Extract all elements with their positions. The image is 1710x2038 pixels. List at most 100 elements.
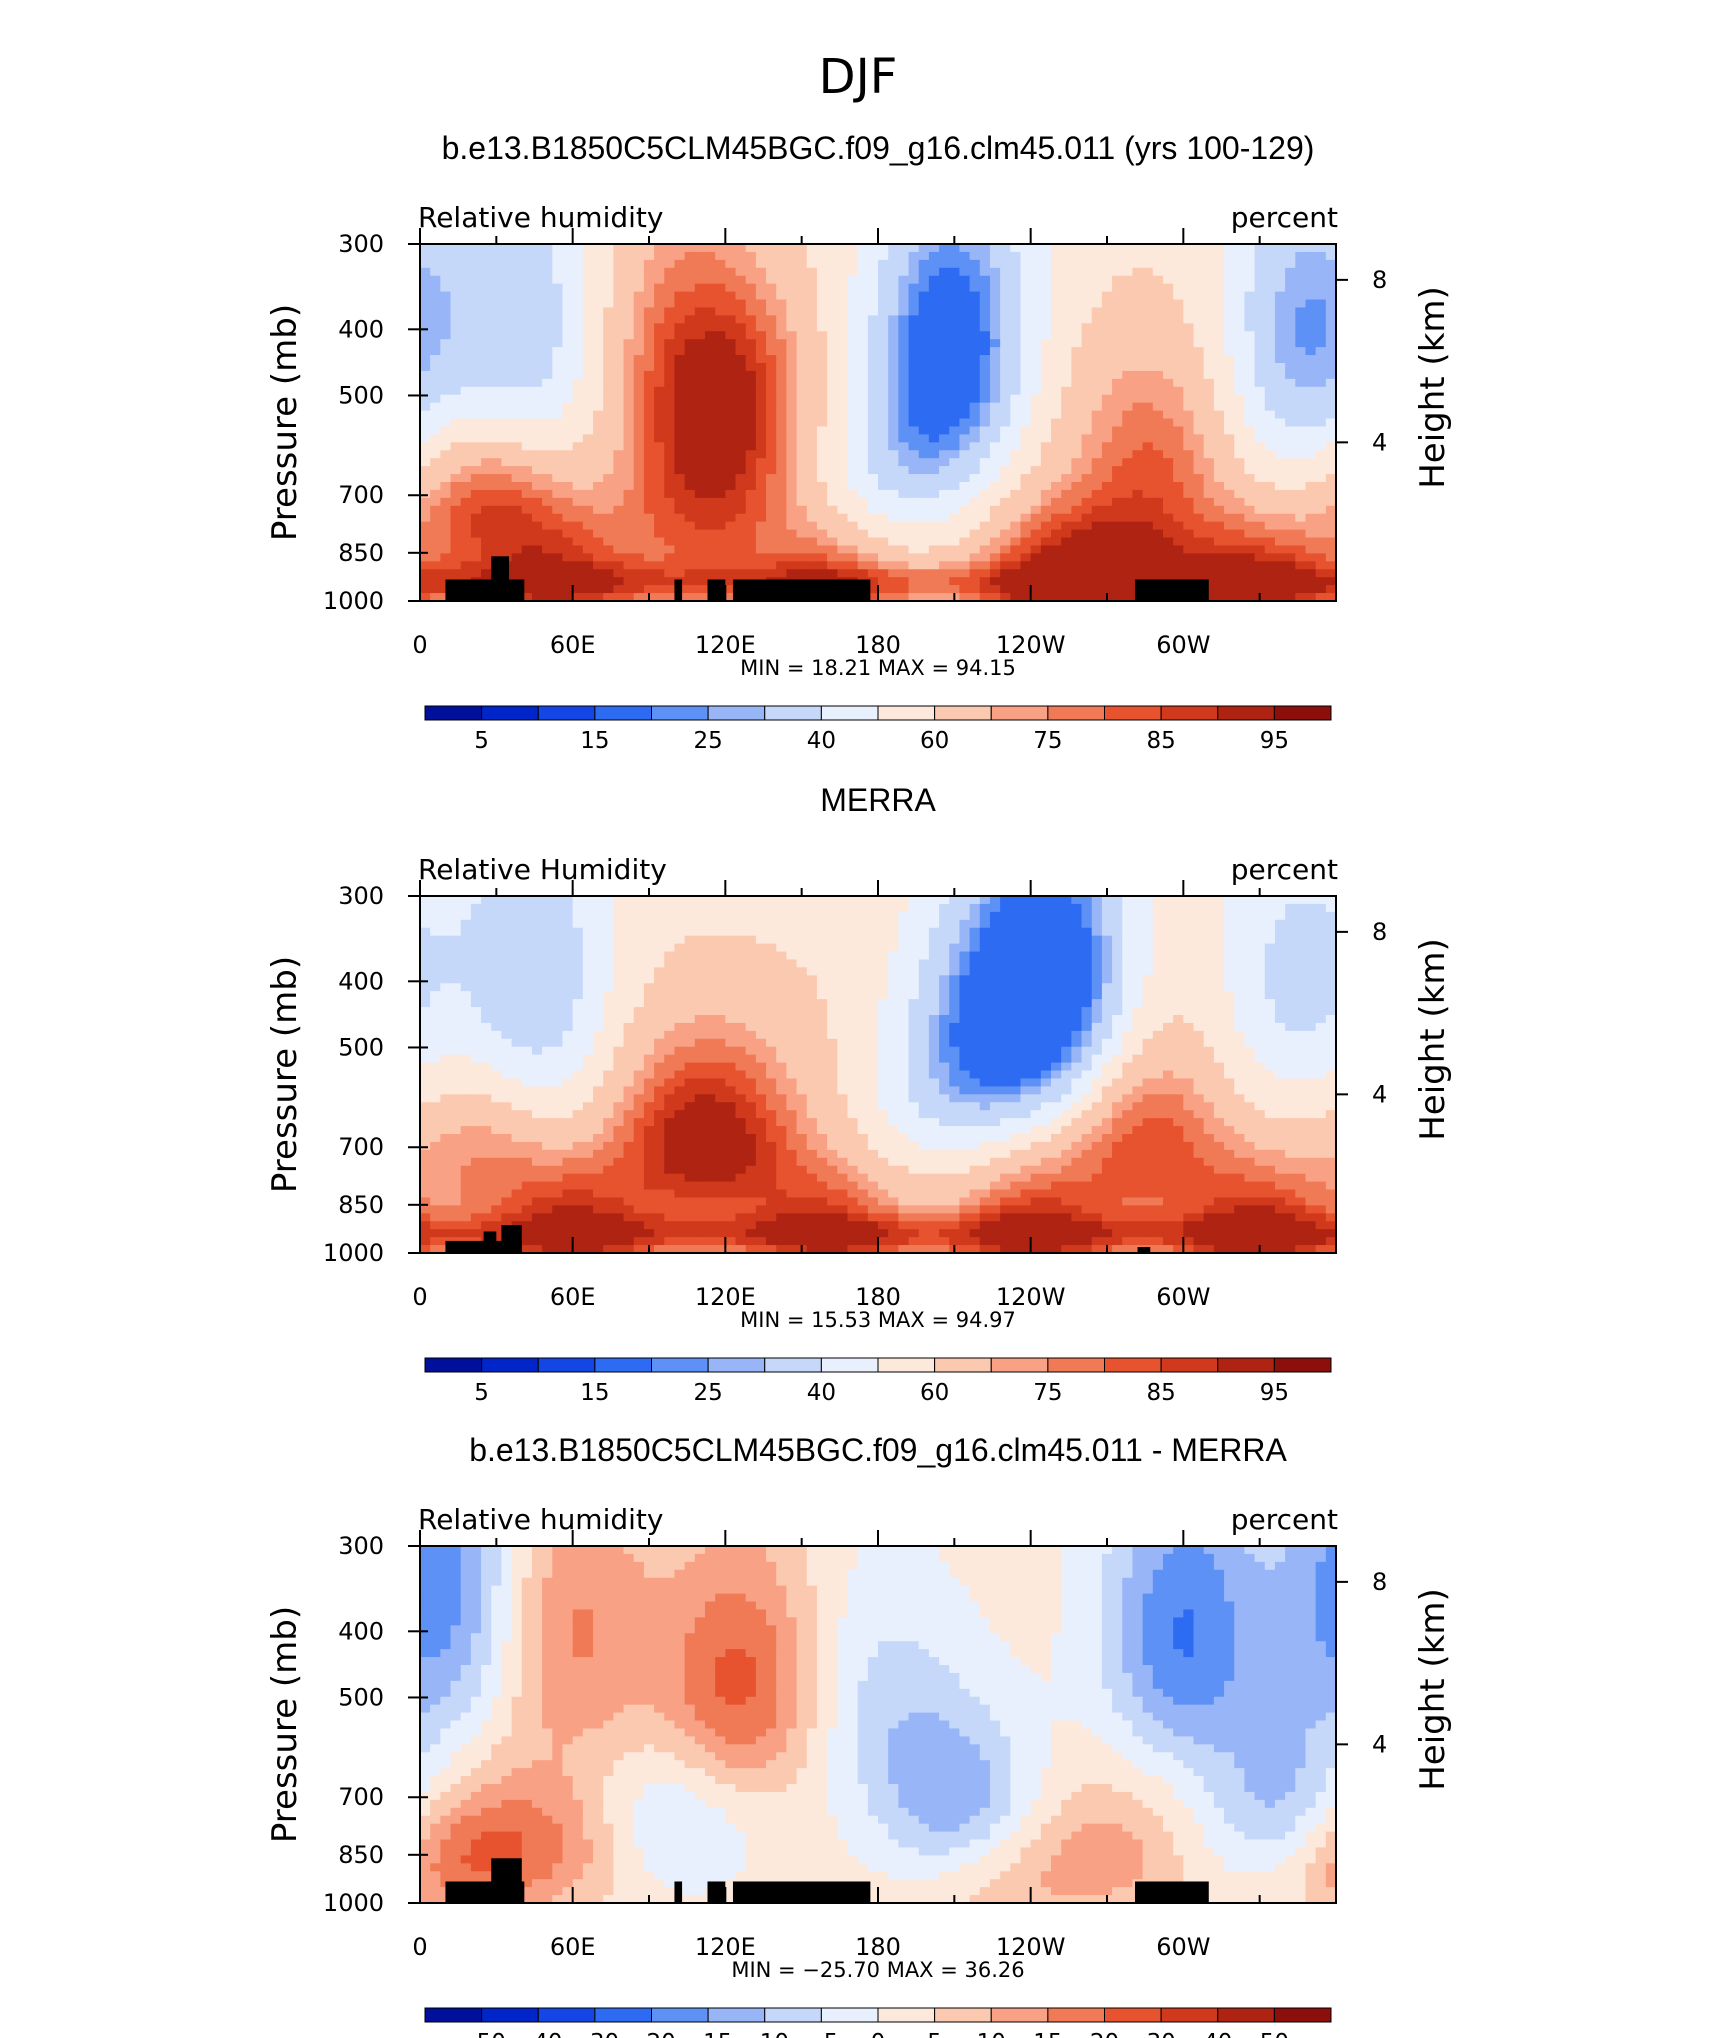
heatmap-cell (582, 363, 594, 372)
heatmap-cell (1071, 935, 1083, 945)
heatmap-cell (806, 450, 818, 459)
heatmap-cell (806, 370, 818, 380)
heatmap-cell (888, 458, 899, 467)
heatmap-cell (928, 927, 940, 937)
heatmap-cell (1305, 458, 1317, 467)
heatmap-cell (470, 553, 482, 562)
heatmap-cell (857, 458, 869, 467)
heatmap-cell (989, 418, 1001, 428)
heatmap-cell (1051, 291, 1062, 301)
heatmap-cell (1040, 434, 1052, 443)
heatmap-cell (562, 442, 574, 451)
heatmap-cell (1091, 434, 1103, 443)
heatmap-cell (725, 347, 737, 356)
heatmap-cell (1325, 537, 1337, 547)
heatmap-cell (694, 275, 706, 285)
heatmap-cell (1183, 927, 1195, 937)
heatmap-cell (928, 896, 940, 905)
heatmap-cell (1285, 466, 1296, 475)
heatmap-cell (888, 378, 899, 388)
y-tick-label: 850 (338, 539, 384, 567)
heatmap-cell (1132, 347, 1144, 356)
heatmap-cell (847, 497, 859, 507)
heatmap-cell (1112, 482, 1123, 491)
heatmap-cell (654, 275, 665, 285)
heatmap-cell (1224, 259, 1235, 269)
heatmap-cell (1162, 927, 1174, 937)
heatmap-cell (582, 474, 594, 483)
heatmap-cell (918, 426, 930, 435)
heatmap-cell (694, 911, 706, 921)
heatmap-cell (1000, 489, 1011, 499)
heatmap-cell (1234, 283, 1245, 293)
heatmap-cell (704, 545, 716, 554)
heatmap-cell (420, 339, 431, 348)
heatmap-cell (511, 951, 523, 961)
heatmap-cell (816, 386, 828, 396)
heatmap-cell (613, 943, 625, 953)
heatmap-cell (888, 561, 899, 570)
heatmap-cell (1152, 267, 1164, 277)
heatmap-cell (939, 315, 950, 324)
x-tick-label: 120E (695, 631, 756, 659)
heatmap-cell (562, 458, 574, 467)
heatmap-cell (1193, 386, 1205, 396)
heatmap-cell (867, 553, 879, 562)
heatmap-cell (664, 497, 676, 507)
heatmap-cell (501, 951, 513, 961)
heatmap-cell (470, 355, 482, 364)
heatmap-cell (562, 410, 574, 420)
heatmap-cell (1112, 410, 1123, 420)
heatmap-cell (511, 458, 523, 467)
heatmap-cell (694, 307, 706, 316)
heatmap-cell (1071, 450, 1083, 459)
heatmap-cell (1061, 935, 1072, 945)
heatmap-cell (1203, 259, 1215, 269)
heatmap-cell (908, 339, 920, 348)
heatmap-cell (867, 474, 879, 483)
heatmap-cell (1224, 474, 1235, 483)
heatmap-cell (837, 482, 849, 491)
heatmap-cell (1030, 593, 1042, 602)
heatmap-cell (1091, 903, 1103, 913)
heatmap-cell (928, 497, 940, 507)
heatmap-cell (450, 569, 462, 578)
heatmap-cell (582, 919, 594, 929)
heatmap-cell (1264, 585, 1276, 594)
heatmap-cell (1051, 537, 1062, 547)
heatmap-cell (1203, 545, 1215, 554)
heatmap-cell (796, 323, 808, 332)
heatmap-cell (766, 315, 777, 324)
heatmap-cell (1274, 919, 1286, 929)
heatmap-cell (603, 267, 614, 277)
heatmap-cell (582, 291, 594, 301)
heatmap-cell (450, 935, 462, 945)
heatmap-cell (1325, 545, 1337, 554)
heatmap-cell (898, 267, 910, 277)
heatmap-cell (603, 426, 614, 435)
heatmap-cell (1305, 386, 1317, 396)
heatmap-cell (1020, 505, 1032, 515)
heatmap-cell (1285, 291, 1296, 301)
heatmap-cell (1122, 331, 1134, 340)
heatmap-cell (572, 339, 584, 348)
heatmap-cell (491, 919, 503, 929)
heatmap-cell (1142, 267, 1154, 277)
heatmap-cell (1193, 959, 1205, 968)
heatmap-cell (1122, 935, 1134, 945)
heatmap-cell (1071, 474, 1083, 483)
heatmap-cell (867, 919, 879, 929)
heatmap-cell (664, 259, 676, 269)
heatmap-cell (1173, 267, 1184, 277)
heatmap-cell (684, 291, 696, 301)
heatmap-cell (806, 482, 818, 491)
heatmap-cell (1051, 339, 1062, 348)
heatmap-cell (816, 244, 828, 253)
heatmap-cell (1000, 323, 1011, 332)
heatmap-cell (1274, 553, 1286, 562)
heatmap-cell (1173, 386, 1184, 396)
heatmap-cell (470, 474, 482, 483)
heatmap-cell (1285, 903, 1296, 913)
heatmap-cell (521, 585, 533, 594)
heatmap-cell (1305, 959, 1317, 968)
